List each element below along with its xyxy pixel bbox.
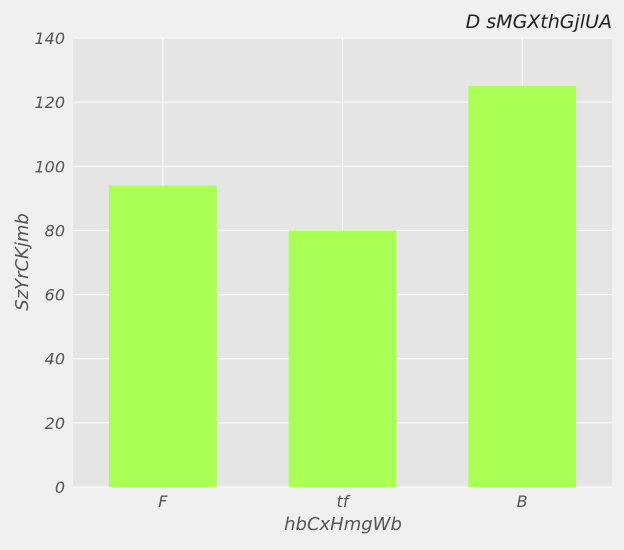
- bar-B: [468, 86, 577, 487]
- chart-title: D sMGXthGjlUA: [466, 11, 612, 33]
- y-axis-label: SzYrCKjmb: [12, 213, 33, 311]
- x-axis-label: hbCxHmgWb: [284, 514, 402, 535]
- y-tick-label: 40: [45, 350, 65, 369]
- y-tick-label: 100: [34, 157, 65, 176]
- x-tick-label: tf: [337, 492, 351, 511]
- y-tick-label: 140: [34, 29, 65, 48]
- bar-F: [108, 185, 217, 487]
- y-tick-label: 60: [45, 286, 65, 305]
- x-tick-label: B: [517, 492, 528, 511]
- bar-tf: [288, 230, 397, 487]
- x-tick-label: F: [158, 492, 168, 511]
- y-tick-label: 80: [45, 221, 65, 240]
- y-tick-label: 120: [34, 93, 65, 112]
- y-tick-label: 0: [55, 478, 65, 497]
- bars: [108, 86, 577, 487]
- y-tick-label: 20: [45, 414, 65, 433]
- y-tick-labels: 0 20 40 60 80 100 120 140: [34, 29, 65, 497]
